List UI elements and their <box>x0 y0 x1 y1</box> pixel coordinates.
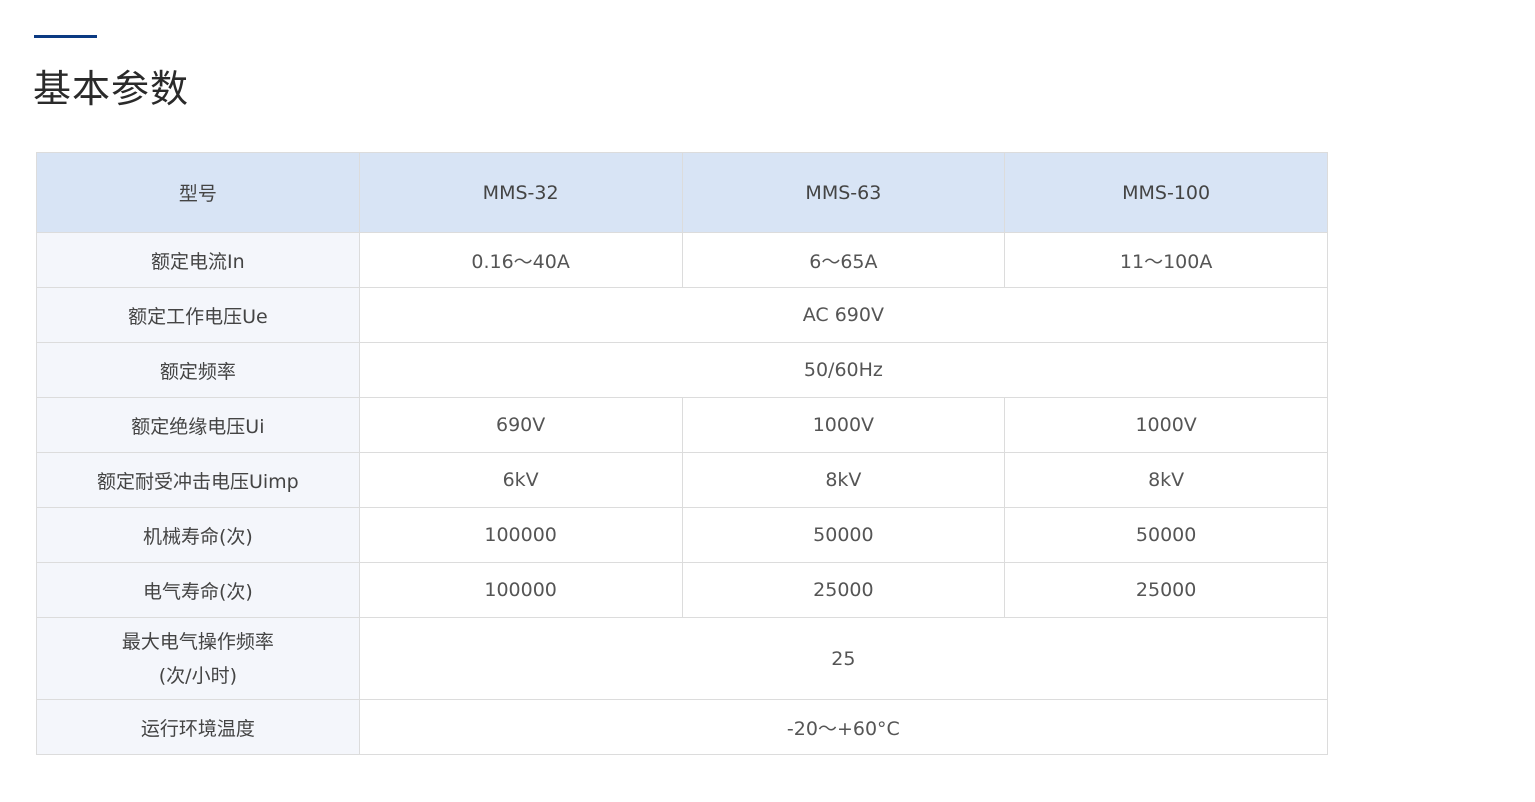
cell-value: 100000 <box>358 507 683 563</box>
cell-value: 50/60Hz <box>358 342 1329 398</box>
header-mms-63: MMS-63 <box>681 152 1006 233</box>
cell-value: 50000 <box>681 507 1006 563</box>
cell-value: 1000V <box>681 397 1006 453</box>
table-row: 额定耐受冲击电压Uimp 6kV 8kV 8kV <box>36 452 1328 508</box>
row-label-line: (次/小时) <box>158 664 237 687</box>
table-row: 机械寿命(次) 100000 50000 50000 <box>36 507 1328 563</box>
cell-value: 1000V <box>1004 397 1328 453</box>
row-label: 额定耐受冲击电压Uimp <box>36 452 360 508</box>
table-row: 最大电气操作频率 (次/小时) 25 <box>36 617 1329 700</box>
header-mms-32: MMS-32 <box>358 152 683 233</box>
row-label: 最大电气操作频率 (次/小时) <box>36 617 360 700</box>
cell-value: 25 <box>358 617 1329 700</box>
cell-value: AC 690V <box>358 287 1329 343</box>
table-row: 额定电流In 0.16～40A 6～65A 11～100A <box>36 232 1328 288</box>
table-row: 额定绝缘电压Ui 690V 1000V 1000V <box>36 397 1328 453</box>
header-mms-100: MMS-100 <box>1004 152 1328 233</box>
page-title: 基本参数 <box>33 67 190 111</box>
cell-value: 11～100A <box>1004 232 1328 288</box>
cell-value: 25000 <box>681 562 1006 618</box>
table-row: 额定频率 50/60Hz <box>36 342 1329 398</box>
cell-value: 690V <box>358 397 683 453</box>
cell-value: 6～65A <box>681 232 1006 288</box>
cell-value: 8kV <box>1004 452 1328 508</box>
row-label: 额定工作电压Ue <box>36 287 360 343</box>
cell-value: 100000 <box>358 562 683 618</box>
cell-value: -20～+60°C <box>358 699 1329 755</box>
title-accent-bar <box>34 35 97 38</box>
row-label: 电气寿命(次) <box>36 562 360 618</box>
row-label-line: 最大电气操作频率 <box>121 630 274 653</box>
header-model: 型号 <box>36 152 360 233</box>
row-label: 额定电流In <box>36 232 360 288</box>
table-header-row: 型号 MMS-32 MMS-63 MMS-100 <box>36 152 1328 233</box>
cell-value: 50000 <box>1004 507 1328 563</box>
cell-value: 0.16～40A <box>358 232 683 288</box>
spec-table: 型号 MMS-32 MMS-63 MMS-100 额定电流In 0.16～40A 6… <box>36 152 1329 755</box>
row-label: 额定频率 <box>36 342 360 398</box>
cell-value: 8kV <box>681 452 1006 508</box>
row-label: 额定绝缘电压Ui <box>36 397 360 453</box>
row-label: 机械寿命(次) <box>36 507 360 563</box>
row-label: 运行环境温度 <box>36 699 360 755</box>
table-row: 运行环境温度 -20～+60°C <box>36 699 1329 755</box>
cell-value: 25000 <box>1004 562 1328 618</box>
cell-value: 6kV <box>358 452 683 508</box>
table-row: 电气寿命(次) 100000 25000 25000 <box>36 562 1328 618</box>
table-row: 额定工作电压Ue AC 690V <box>36 287 1329 343</box>
